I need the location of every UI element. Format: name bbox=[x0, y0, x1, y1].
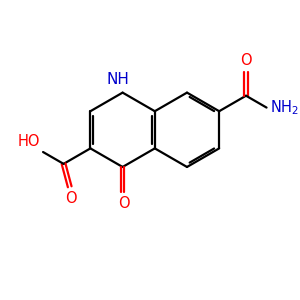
Text: O: O bbox=[118, 196, 130, 211]
Text: NH: NH bbox=[106, 72, 129, 87]
Text: O: O bbox=[240, 53, 252, 68]
Text: HO: HO bbox=[17, 134, 40, 149]
Text: O: O bbox=[65, 191, 77, 206]
Text: NH$_2$: NH$_2$ bbox=[270, 98, 299, 117]
